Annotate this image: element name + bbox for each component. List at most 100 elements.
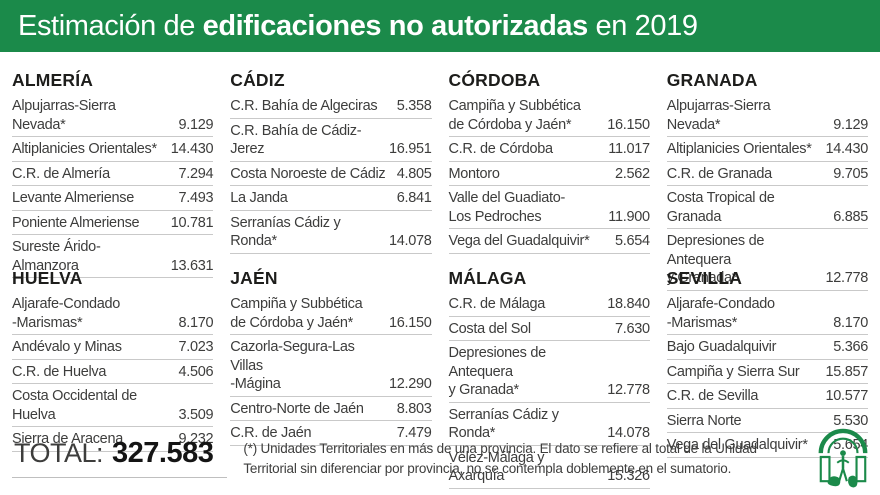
territory-value: 14.430 <box>825 141 868 158</box>
title-pre: Estimación de <box>18 9 203 42</box>
territory-value: 7.294 <box>178 165 214 182</box>
territory-label: Cazorla-Segura-Las Villas -Mágina <box>230 339 355 393</box>
title-post: en 2019 <box>587 9 698 42</box>
province-title: JAÉN <box>230 268 278 288</box>
province-title: GRANADA <box>666 70 758 90</box>
territory-label: Altiplanicies Orientales* <box>666 141 812 158</box>
territory-value: 16.150 <box>388 314 432 331</box>
province-block-cadiz: CÁDIZ C.R. Bahía de Algeciras 5.358 C.R. … <box>230 60 432 258</box>
territory-label: Sierra de Aracena <box>12 431 123 448</box>
territory-value: 8.170 <box>833 314 868 331</box>
territory-value: 16.150 <box>607 116 650 133</box>
territory-label: Sureste Árido-Almanzora <box>12 239 101 274</box>
province-title: MÁLAGA <box>448 268 527 288</box>
territory-row: Serranías Cádiz y Ronda* 14.078 <box>448 403 650 446</box>
territory-label: Centro-Norte de Jaén <box>230 400 364 417</box>
territory-row: Altiplanicies Orientales* 14.430 <box>12 137 214 162</box>
territory-row: Serranías Cádiz y Ronda* 14.078 <box>230 211 432 254</box>
territory-label: C.R. de Sevilla <box>666 388 759 405</box>
territory-value: 14.078 <box>388 233 432 250</box>
territory-row: Valle del Guadiato- Los Pedroches 11.900 <box>448 186 650 230</box>
territory-label: Aljarafe-Condado -Marismas* <box>666 296 775 331</box>
territory-row: Andévalo y Minas 7.023 <box>12 335 214 360</box>
territory-label: Alpujarras-Sierra Nevada* <box>12 98 116 133</box>
territory-label: Serranías Cádiz y Ronda* <box>230 214 341 250</box>
province-block-sevilla: SEVILLA Aljarafe-Condado -Marismas* 8.170… <box>666 258 868 489</box>
territory-row: Centro-Norte de Jaén 8.803 <box>230 397 432 422</box>
territory-label: Alpujarras-Sierra Nevada* <box>666 98 771 133</box>
territory-value: 16.951 <box>388 141 432 158</box>
territory-row: C.R. de Jaén 7.479 <box>230 421 432 446</box>
territory-label: Bajo Guadalquivir <box>666 339 777 356</box>
territory-value: 8.803 <box>396 400 432 417</box>
territory-label: Poniente Almeriense <box>12 214 140 231</box>
territory-value: 5.358 <box>396 98 432 114</box>
province-block-granada: GRANADA Alpujarras-Sierra Nevada* 9.129 A… <box>666 60 868 291</box>
total-label: TOTAL: <box>14 438 104 468</box>
territory-row: Costa del Sol 7.630 <box>448 317 650 342</box>
territory-row: Sureste Árido-Almanzora 13.631 <box>12 235 214 279</box>
territory-value: 5.654 <box>614 233 650 250</box>
territory-label: Valle del Guadiato- Los Pedroches <box>448 190 566 225</box>
territory-row: Sierra Norte 5.530 <box>666 409 868 434</box>
footnote: (*) Unidades Territoriales en más de una… <box>243 441 757 477</box>
territory-value: 9.129 <box>833 116 868 133</box>
territory-row: Costa Occidental de Huelva 3.509 <box>12 384 214 428</box>
territory-label: Campiña y Subbética de Córdoba y Jaén* <box>448 98 581 133</box>
territory-value: 6.885 <box>833 208 868 225</box>
territory-label: Sierra Norte <box>666 412 742 429</box>
province-title: CÁDIZ <box>230 70 285 90</box>
territory-label: Altiplanicies Orientales* <box>12 141 157 158</box>
territory-value: 12.778 <box>607 382 650 399</box>
territory-row: Depresiones de Antequera y Granada* 12.77… <box>666 229 868 291</box>
territory-row: Campiña y Subbética de Córdoba y Jaén* 16… <box>448 94 650 138</box>
territory-value: 4.805 <box>396 165 432 182</box>
territory-value: 14.430 <box>170 141 214 158</box>
territory-label: Campiña y Sierra Sur <box>666 363 800 380</box>
territory-label: Vélez-Málaga y Axarquía <box>448 449 545 485</box>
total-value: 327.583 <box>112 437 214 469</box>
territory-row: Sierra de Aracena 9.232 <box>12 427 214 452</box>
territory-value: 5.530 <box>833 412 868 429</box>
territory-row: C.R. Bahía de Algeciras 5.358 <box>230 94 432 119</box>
total: TOTAL: 327.583 <box>12 431 228 478</box>
territory-row: Campiña y Sierra Sur 15.857 <box>666 360 868 385</box>
provinces-grid: ALMERÍA Alpujarras-Sierra Nevada* 9.129 A… <box>12 60 868 489</box>
territory-value: 7.630 <box>614 320 650 337</box>
territory-row: Levante Almeriense 7.493 <box>12 186 214 211</box>
territory-label: C.R. de Málaga <box>448 296 546 312</box>
territory-value: 7.023 <box>178 339 214 356</box>
territory-row: Vélez-Málaga y Axarquía 15.326 <box>448 446 650 489</box>
territory-row: Montoro 2.562 <box>448 162 650 187</box>
territory-label: Campiña y Subbética de Córdoba y Jaén* <box>230 296 363 331</box>
footer: TOTAL: 327.583 (*) Unidades Territoriale… <box>12 428 872 489</box>
territory-label: C.R. de Huelva <box>12 363 107 380</box>
territory-row: Costa Noroeste de Cádiz 4.805 <box>230 162 432 187</box>
territory-row: C.R. de Huelva 4.506 <box>12 360 214 385</box>
territory-value: 15.857 <box>825 363 868 380</box>
territory-label: Costa Noroeste de Cádiz <box>230 165 386 182</box>
territory-label: Aljarafe-Condado -Marismas* <box>12 296 121 331</box>
province-title: HUELVA <box>12 268 83 288</box>
territory-label: Costa Tropical de Granada <box>666 190 775 225</box>
territory-value: 10.577 <box>825 388 868 405</box>
territory-label: C.R. Bahía de Algeciras <box>230 98 378 114</box>
territory-value: 13.631 <box>170 257 214 274</box>
territory-label: Costa del Sol <box>448 320 532 337</box>
territory-row: Alpujarras-Sierra Nevada* 9.129 <box>666 94 868 138</box>
territory-value: 7.479 <box>396 425 432 442</box>
province-title: CÓRDOBA <box>448 70 541 90</box>
territory-row: Depresiones de Antequera y Granada* 12.77… <box>448 341 650 403</box>
territory-row: C.R. de Córdoba 11.017 <box>448 137 650 162</box>
territory-value: 9.129 <box>178 116 214 133</box>
territory-value: 6.841 <box>396 190 432 207</box>
territory-value: 4.506 <box>178 363 214 380</box>
territory-label: Levante Almeriense <box>12 190 134 207</box>
province-block-huelva: HUELVA Aljarafe-Condado -Marismas* 8.170 … <box>12 258 214 489</box>
territory-label: Andévalo y Minas <box>12 339 122 356</box>
page-title: Estimación de edificaciones no autorizad… <box>18 10 698 43</box>
territory-label: Depresiones de Antequera y Granada* <box>666 233 765 287</box>
territory-row: Alpujarras-Sierra Nevada* 9.129 <box>12 94 214 138</box>
territory-row: Aljarafe-Condado -Marismas* 8.170 <box>666 292 868 336</box>
province-block-jaen: JAÉN Campiña y Subbética de Córdoba y Ja… <box>230 258 432 489</box>
